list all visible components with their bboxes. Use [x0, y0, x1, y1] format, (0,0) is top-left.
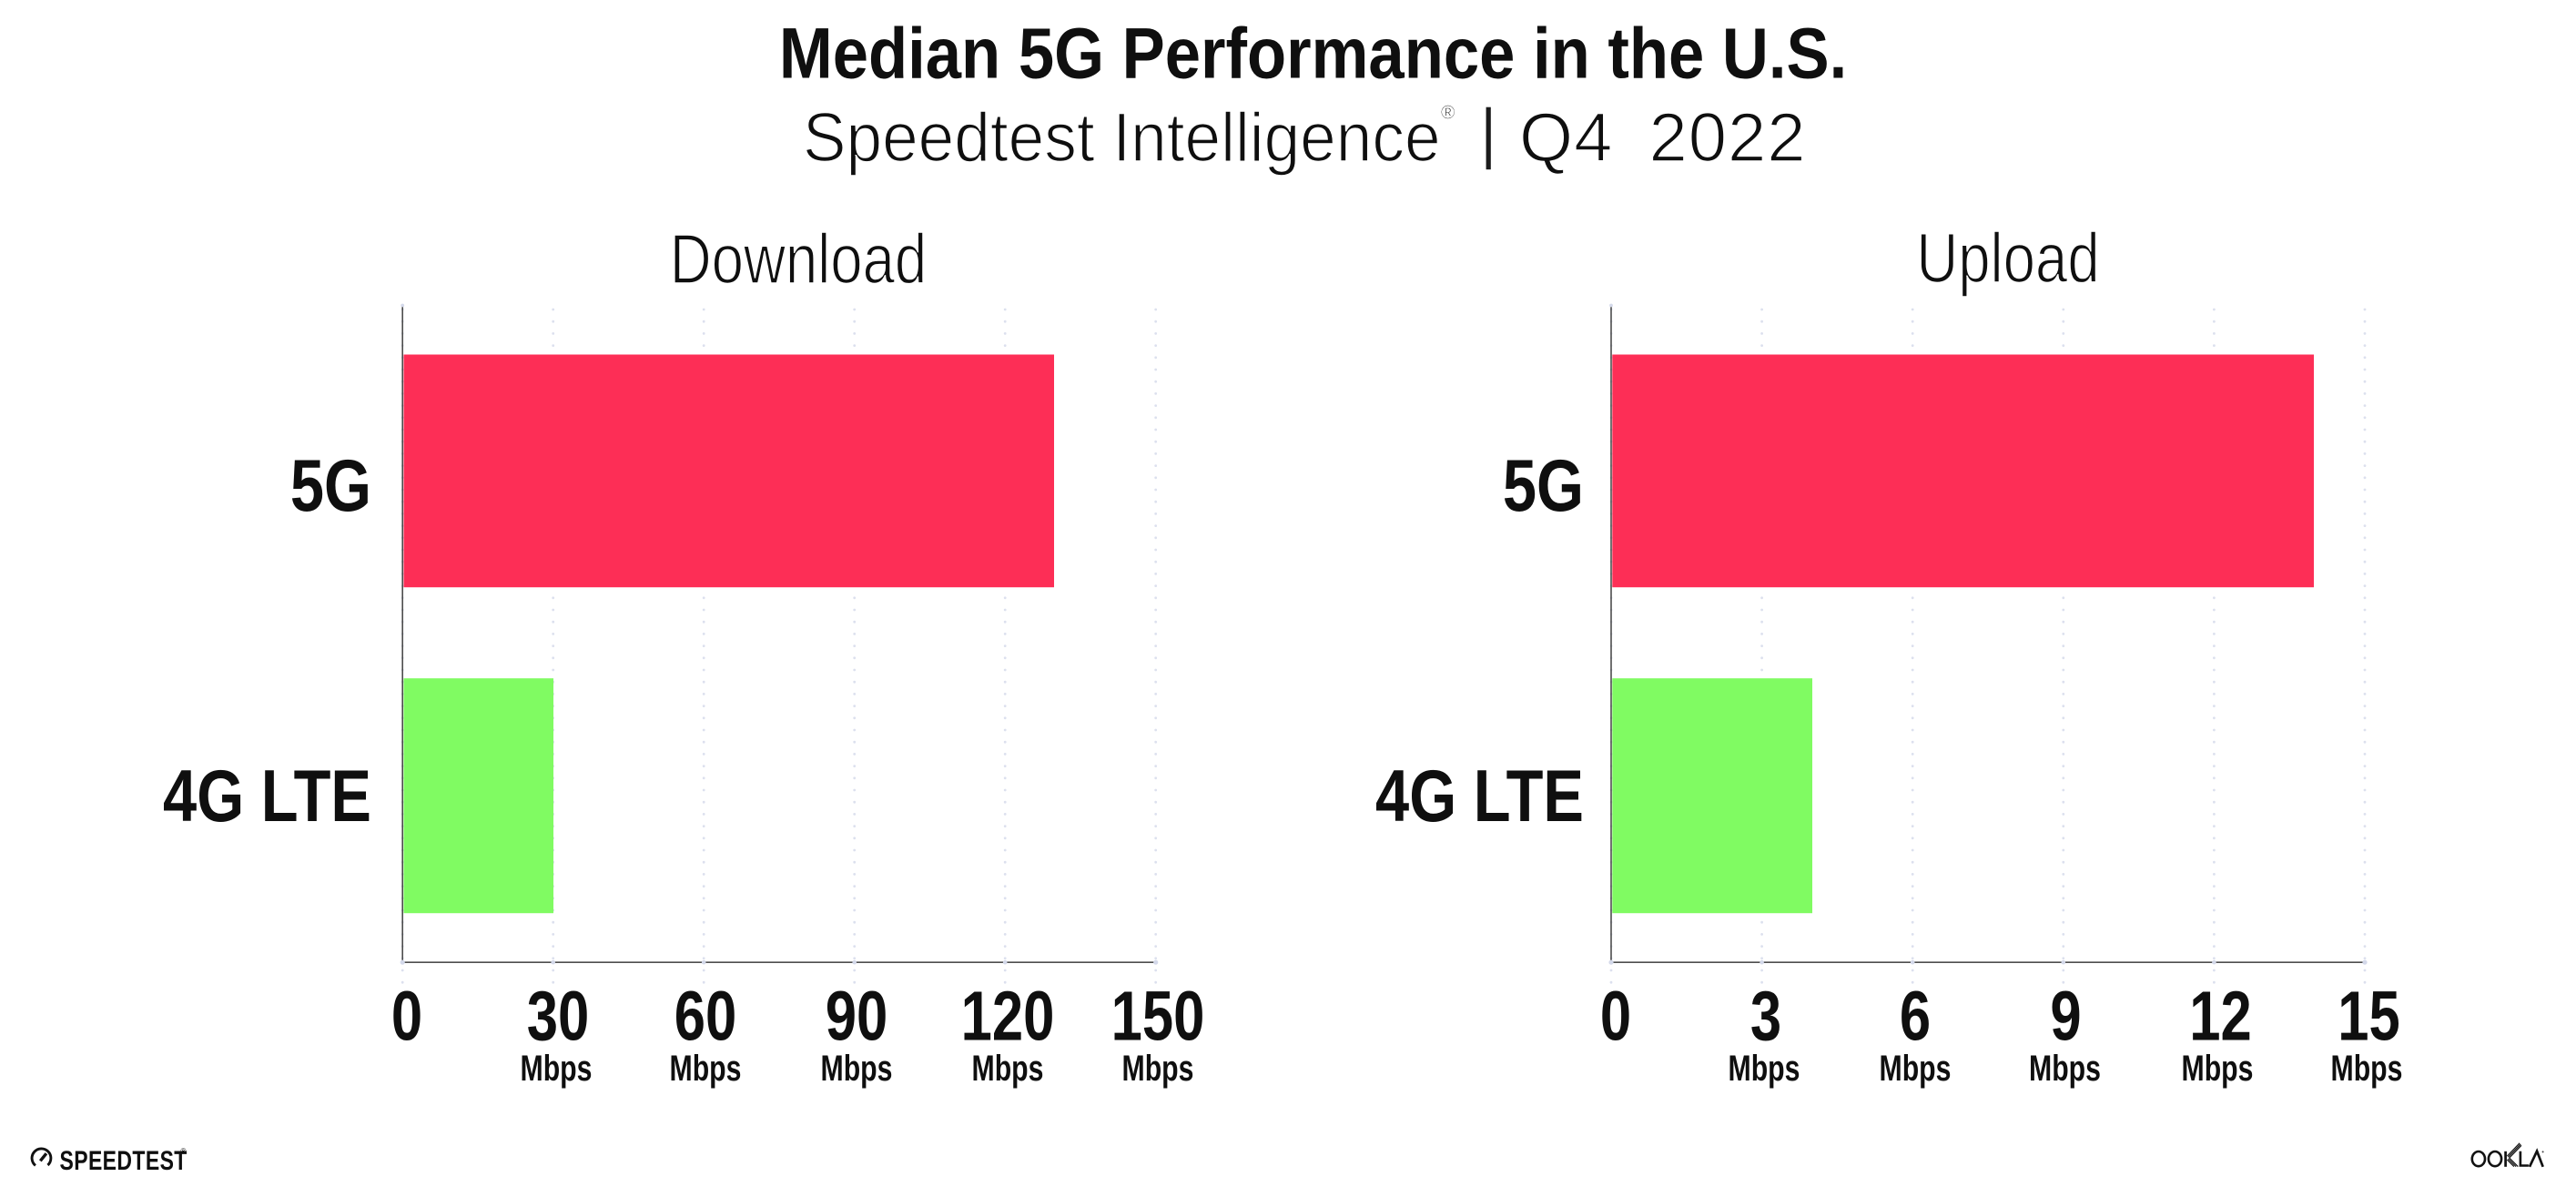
svg-text:Mbps: Mbps [1880, 1048, 1952, 1089]
svg-text:Download: Download [670, 219, 927, 298]
svg-text:Median 5G Performance in the U: Median 5G Performance in the U.S. [779, 13, 1847, 94]
svg-text:12: 12 [2189, 977, 2252, 1055]
svg-text:5G: 5G [1503, 444, 1584, 527]
svg-text:Mbps: Mbps [2331, 1048, 2403, 1089]
svg-text:4G LTE: 4G LTE [163, 755, 371, 837]
svg-text:Mbps: Mbps [972, 1048, 1044, 1089]
svg-text:120: 120 [961, 977, 1055, 1055]
svg-text:0: 0 [1600, 977, 1631, 1055]
svg-text:9: 9 [2050, 977, 2081, 1055]
svg-text:5G: 5G [290, 444, 371, 527]
svg-text:0: 0 [391, 977, 422, 1055]
svg-text:Q4 2022: Q4 2022 [1519, 99, 1807, 177]
svg-text:90: 90 [826, 977, 888, 1055]
svg-text:Mbps: Mbps [1729, 1048, 1800, 1089]
svg-text:SPEEDTEST: SPEEDTEST [60, 1145, 188, 1175]
svg-text:3: 3 [1750, 977, 1781, 1055]
svg-text:6: 6 [1900, 977, 1931, 1055]
svg-text:Mbps: Mbps [670, 1048, 742, 1089]
svg-text:®: ® [1441, 103, 1455, 124]
svg-text:15: 15 [2338, 977, 2400, 1055]
svg-text:Upload: Upload [1916, 218, 2099, 297]
svg-text:Mbps: Mbps [2182, 1048, 2254, 1089]
svg-text:150: 150 [1111, 977, 1205, 1055]
svg-text:Mbps: Mbps [521, 1048, 593, 1089]
svg-text:®: ® [181, 1147, 187, 1155]
svg-text:Mbps: Mbps [1122, 1048, 1194, 1089]
svg-text:60: 60 [674, 977, 737, 1055]
svg-text:30: 30 [527, 977, 590, 1055]
svg-text:Speedtest Intelligence: Speedtest Intelligence [803, 98, 1441, 177]
svg-text:Mbps: Mbps [2029, 1048, 2101, 1089]
svg-text:4G LTE: 4G LTE [1375, 755, 1584, 837]
svg-text:Mbps: Mbps [821, 1048, 893, 1089]
